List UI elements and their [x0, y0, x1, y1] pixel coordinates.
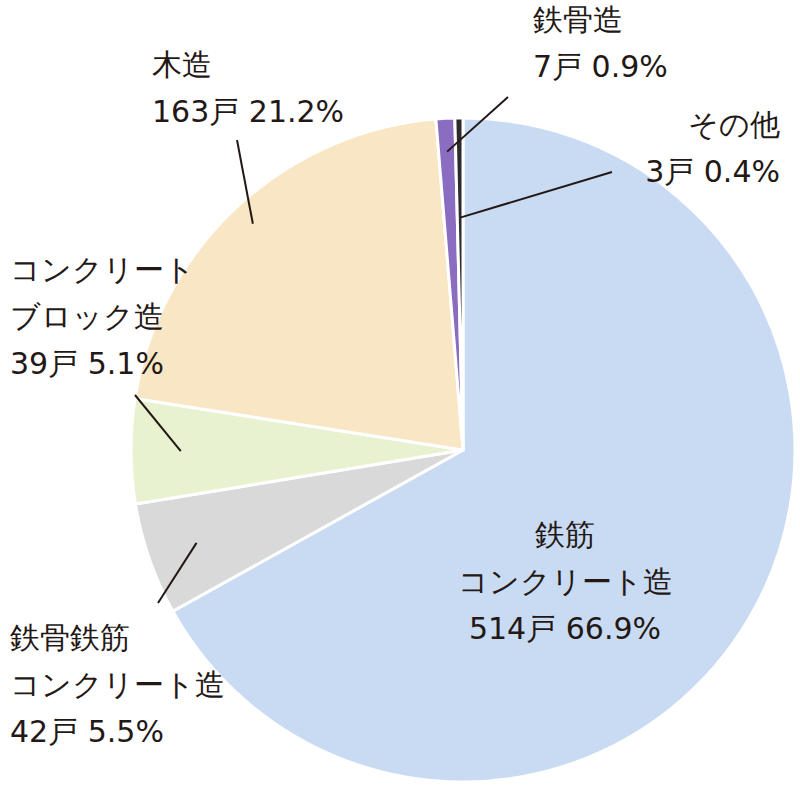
slice-label-line: コンクリート造 [10, 667, 225, 702]
slice-label-line: コンクリート [10, 252, 195, 287]
slice-label: 木造 [152, 47, 212, 82]
labels: 鉄筋コンクリート造514戸 66.9%鉄骨鉄筋コンクリート造42戸 5.5%コン… [10, 2, 780, 749]
slice-label: 鉄骨造 [533, 2, 623, 37]
data-label: 163戸 21.2% [152, 94, 344, 129]
slice-label-line: 鉄骨造 [533, 2, 623, 37]
leader-line [447, 97, 508, 152]
slice-label: 鉄骨鉄筋コンクリート造 [10, 620, 225, 702]
slice-label-line: 鉄骨鉄筋 [10, 620, 130, 655]
data-label: 39戸 5.1% [10, 346, 164, 381]
leader-line [460, 172, 612, 218]
data-label: 514戸 66.9% [469, 611, 661, 646]
slice-label: コンクリートブロック造 [10, 252, 195, 334]
pie [131, 118, 795, 782]
slice-label-line: コンクリート造 [458, 564, 673, 599]
pie-slice [436, 118, 463, 450]
slice-label-line: 鉄筋 [535, 517, 595, 552]
slice-label-line: 木造 [152, 47, 212, 82]
slice-label-line: ブロック造 [10, 299, 164, 334]
slice-label-line: その他 [688, 107, 780, 142]
leader-line [237, 140, 253, 224]
pie-slice [455, 118, 463, 450]
leader-line [158, 543, 197, 603]
chart: 鉄筋コンクリート造514戸 66.9%鉄骨鉄筋コンクリート造42戸 5.5%コン… [0, 0, 800, 789]
data-label: 3戸 0.4% [645, 154, 780, 189]
data-label: 42戸 5.5% [10, 714, 164, 749]
slice-label: 鉄筋コンクリート造 [458, 517, 673, 599]
leader-line [135, 395, 181, 451]
slice-label: その他 [688, 107, 780, 142]
data-label: 7戸 0.9% [533, 49, 668, 84]
